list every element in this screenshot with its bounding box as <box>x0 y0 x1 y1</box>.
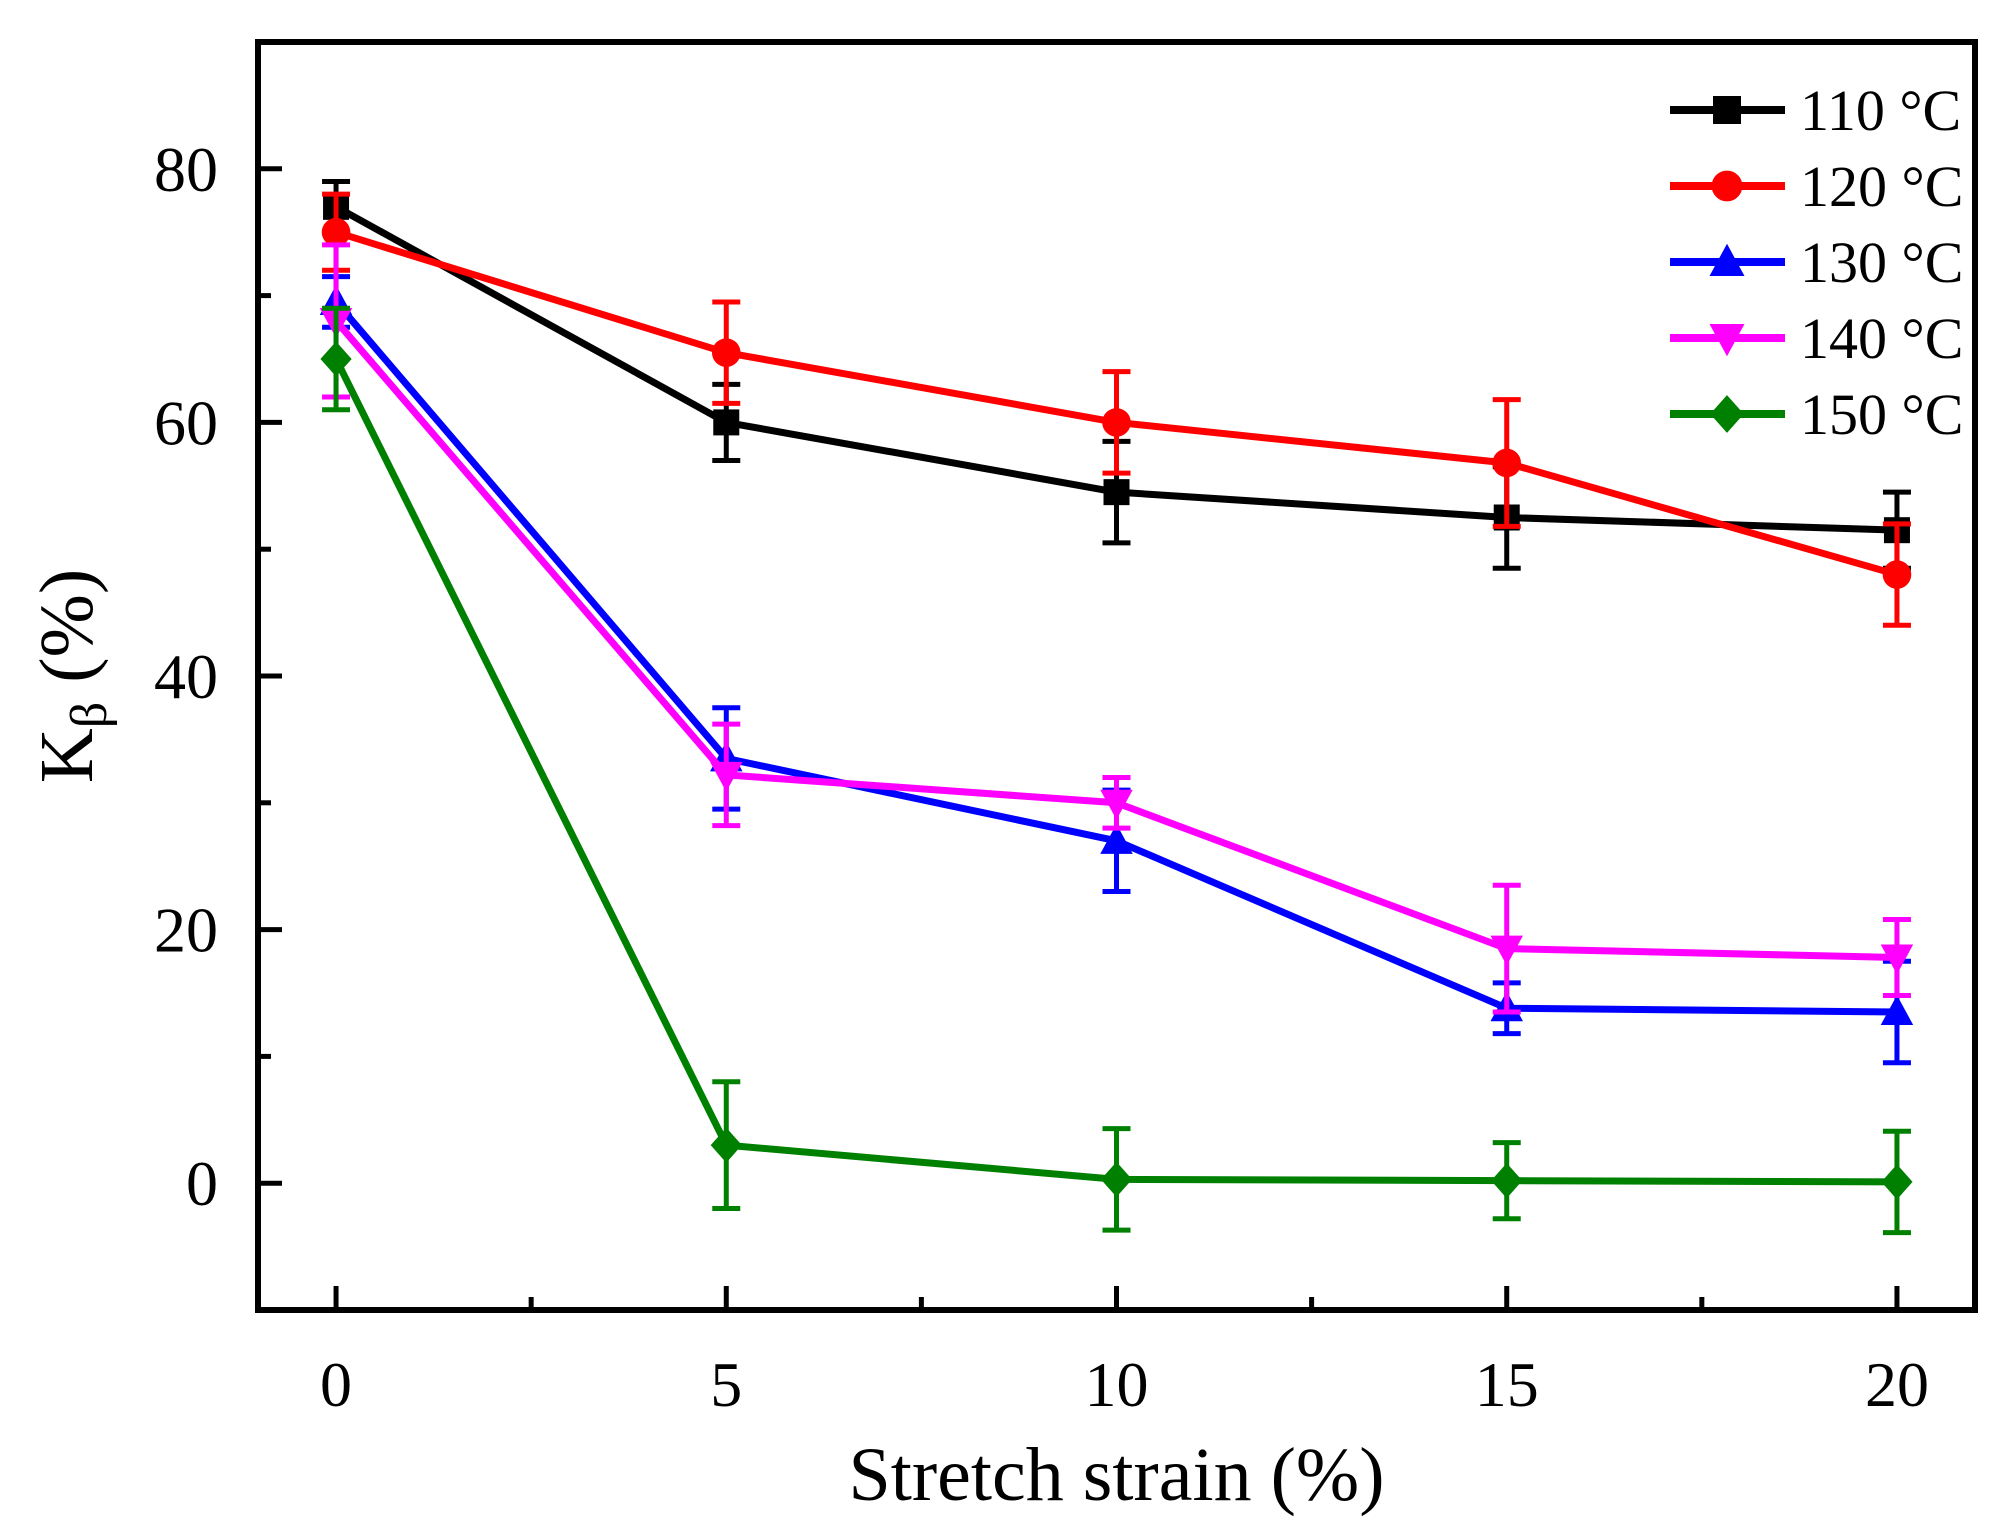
data-point <box>710 1127 742 1163</box>
data-point <box>320 341 352 377</box>
legend-marker <box>1710 395 1744 433</box>
y-axis-title-unit: (%) <box>25 569 109 702</box>
y-tick-label: 40 <box>154 641 218 712</box>
series-2 <box>321 191 1912 628</box>
data-point <box>1880 995 1914 1026</box>
data-point <box>1880 944 1914 975</box>
x-tick-label: 20 <box>1865 1349 1929 1420</box>
data-point <box>710 761 743 792</box>
data-point <box>1100 823 1133 854</box>
ticks-layer: 0 20 40 60 80 0 5 10 15 20 <box>154 39 1929 1420</box>
data-point <box>1492 448 1522 478</box>
x-tick-label: 5 <box>710 1349 742 1420</box>
data-point <box>711 338 741 367</box>
legend-item: 120 °C <box>1670 154 1963 219</box>
y-tick-label: 0 <box>186 1148 218 1219</box>
legend-marker <box>1711 170 1743 202</box>
data-point <box>1100 1161 1133 1197</box>
legend-label: 140 °C <box>1800 306 1963 371</box>
data-point <box>321 217 351 247</box>
data-point <box>1881 1164 1913 1200</box>
legend-label: 150 °C <box>1800 382 1963 447</box>
y-tick-label: 80 <box>154 134 218 205</box>
legend-item: 110 °C <box>1670 78 1961 143</box>
legend-label: 130 °C <box>1800 230 1963 295</box>
data-point <box>1882 560 1912 589</box>
y-axis-title: Kβ (%) <box>25 569 118 783</box>
legend-item: 130 °C <box>1670 230 1963 295</box>
legend-label: 110 °C <box>1800 78 1961 143</box>
data-point <box>1102 408 1131 437</box>
data-point <box>1103 479 1130 506</box>
legend-item: 140 °C <box>1670 306 1963 371</box>
legend-marker <box>1713 96 1741 124</box>
x-tick-label: 15 <box>1475 1349 1539 1420</box>
x-tick-label: 10 <box>1085 1349 1149 1420</box>
data-point <box>1100 789 1133 820</box>
data-point <box>713 409 740 436</box>
legend-marker <box>1709 243 1745 276</box>
series-4 <box>319 242 1914 1015</box>
y-tick-label: 60 <box>154 387 218 458</box>
x-axis-title: Stretch strain (%) <box>848 1433 1384 1517</box>
x-tick-label: 0 <box>320 1349 352 1420</box>
data-point <box>1490 935 1523 966</box>
plot-frame <box>255 39 1978 1313</box>
series-5 <box>320 305 1913 1236</box>
legend-marker <box>1709 324 1745 357</box>
y-tick-label: 20 <box>154 895 218 966</box>
legend-label: 120 °C <box>1800 154 1963 219</box>
y-axis-title-main: K <box>25 728 109 783</box>
plot-layer <box>319 178 1914 1236</box>
legend: 110 °C 120 °C 130 °C 140 °C 150 °C <box>1670 78 1963 447</box>
legend-item: 150 °C <box>1670 382 1963 447</box>
data-point <box>1491 1163 1523 1199</box>
y-axis-title-subscript: β <box>61 702 118 728</box>
